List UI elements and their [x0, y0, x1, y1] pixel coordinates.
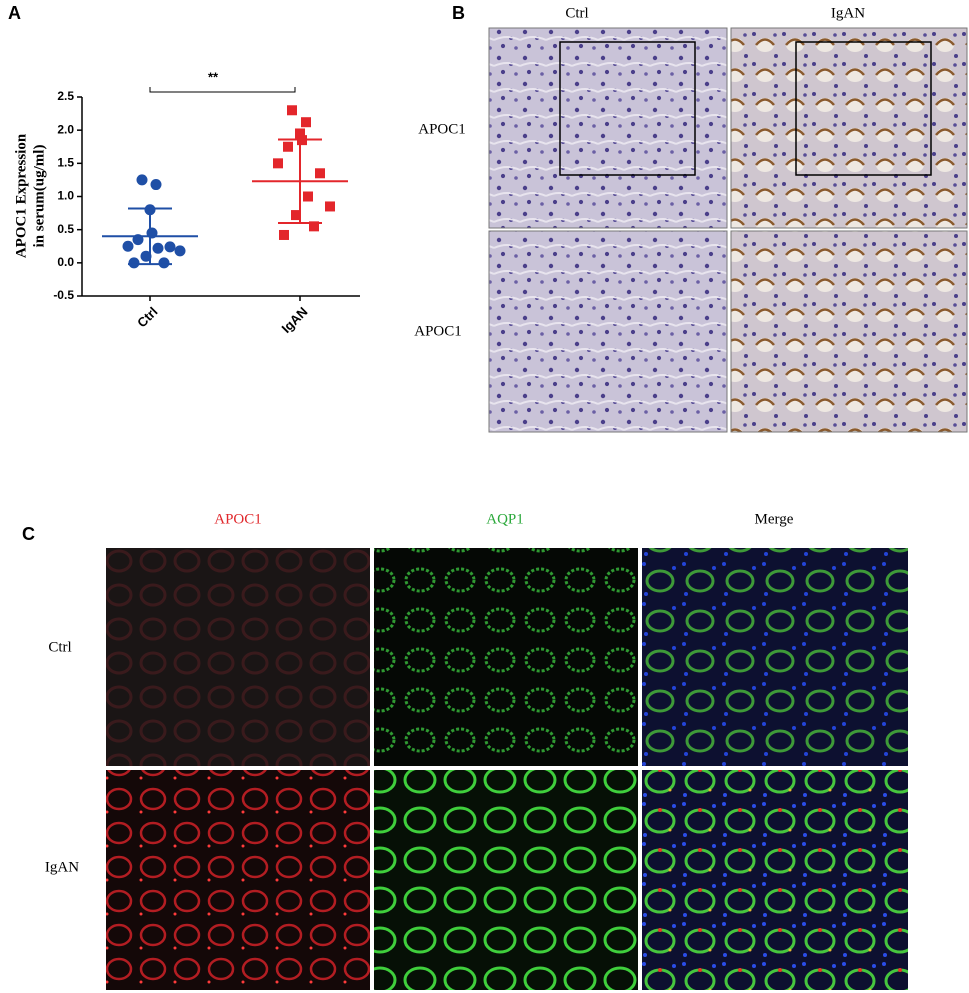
data-point	[291, 210, 301, 221]
fluorescence-image	[106, 770, 370, 990]
column-label: Ctrl	[565, 5, 588, 21]
zoom-box	[795, 41, 932, 176]
row-label: APOC1	[414, 323, 462, 339]
y-tick-label: -0.5	[53, 288, 74, 302]
data-point	[174, 245, 186, 257]
y-tick-label: 0.5	[57, 222, 74, 236]
data-point	[283, 141, 293, 152]
x-tick-label: Ctrl	[134, 304, 160, 330]
sd-bar	[278, 138, 322, 225]
y-tick-label: 1.0	[57, 189, 74, 203]
panel-label: A	[8, 3, 21, 23]
row-label: IgAN	[45, 859, 79, 875]
data-point	[303, 191, 313, 202]
fluorescence-image	[106, 548, 370, 766]
micrograph	[730, 27, 968, 229]
data-point	[164, 241, 176, 253]
y-axis-label: APOC1 Expression	[13, 133, 29, 258]
panel-label: B	[452, 3, 465, 23]
fluorescence-image	[642, 770, 908, 990]
x-tick-label: IgAN	[278, 304, 310, 336]
data-point	[325, 201, 335, 212]
data-point	[315, 168, 325, 179]
micrograph	[488, 27, 728, 229]
data-point	[301, 117, 311, 128]
fluorescence-image	[374, 548, 638, 766]
column-label: APOC1	[214, 511, 262, 527]
data-point	[287, 105, 297, 116]
column-label: IgAN	[831, 5, 865, 21]
row-label: Ctrl	[48, 639, 71, 655]
panel-label: C	[22, 524, 35, 544]
micrograph-zoom	[730, 230, 968, 433]
data-point	[122, 240, 134, 252]
data-point	[140, 250, 152, 262]
data-point	[295, 128, 305, 139]
data-point	[150, 179, 162, 191]
y-tick-label: 2.0	[57, 122, 74, 136]
data-point	[152, 242, 164, 254]
fluorescence-image	[642, 548, 908, 766]
column-label: AQP1	[486, 511, 524, 527]
column-label: Merge	[755, 511, 794, 527]
data-point	[158, 257, 170, 269]
y-tick-label: 2.5	[57, 89, 74, 103]
micrograph-zoom	[488, 230, 728, 433]
fluorescence-image	[374, 770, 638, 990]
data-point	[279, 229, 289, 240]
y-tick-label: 0.0	[57, 255, 74, 269]
zoom-box	[559, 41, 696, 176]
data-point	[309, 221, 319, 232]
sd-bar	[128, 207, 172, 266]
data-point	[128, 257, 140, 269]
data-point	[136, 174, 148, 186]
row-label: APOC1	[418, 121, 466, 137]
y-tick-label: 1.5	[57, 156, 74, 170]
y-axis-label: in serum(ug/ml)	[31, 145, 47, 248]
significance-bracket	[149, 87, 296, 93]
data-point	[273, 158, 283, 169]
significance: **	[208, 69, 219, 84]
